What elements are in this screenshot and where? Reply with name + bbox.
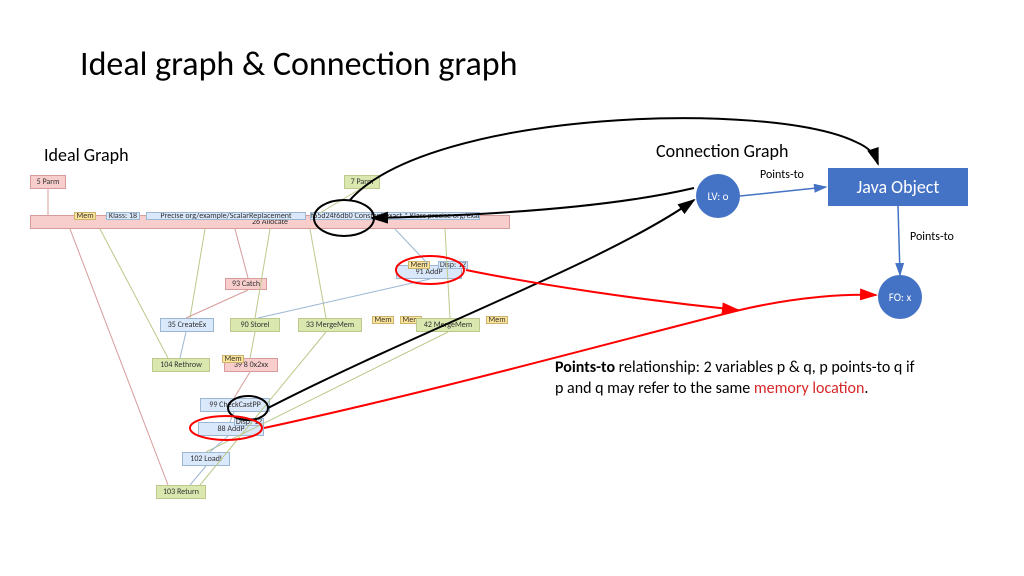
java-object-node: Java Object xyxy=(828,168,968,206)
ig-node-16: 42 MergeMem xyxy=(416,318,480,332)
ideal-graph-label: Ideal Graph xyxy=(44,144,129,166)
connection-graph-label: Connection Graph xyxy=(656,140,788,162)
fo-node: FO: x xyxy=(878,275,922,319)
ig-node-1: 7 Parm xyxy=(344,175,380,189)
ig-node-13: 33 MergeMem xyxy=(298,318,362,332)
points-to-label-2: Points-to xyxy=(910,230,954,244)
ig-node-12: 90 Storel xyxy=(230,318,280,332)
ig-node-9: Mem xyxy=(408,261,430,269)
ig-node-3: Mem xyxy=(74,212,96,220)
ig-node-25: 103 Return xyxy=(156,485,206,499)
ig-node-17: Mem xyxy=(486,316,508,324)
ig-node-23: Disp: 12 xyxy=(234,418,264,426)
points-to-label-1: Points-to xyxy=(760,168,804,182)
ig-node-0: 5 Parm xyxy=(30,175,66,189)
ig-node-11: 35 CreateEx xyxy=(160,318,214,332)
desc-bold: Points-to xyxy=(555,358,615,377)
ig-node-21: 99 CheckCastPP xyxy=(200,398,270,412)
desc-red: memory location xyxy=(754,379,865,398)
ig-node-5: Precise org/example/ScalarReplacement xyxy=(146,212,306,220)
desc-period: . xyxy=(864,379,868,398)
ig-node-10: Disp: 12 xyxy=(438,261,468,269)
ig-node-18: 104 Rethrow xyxy=(152,358,210,372)
ig-node-7: 93 Catch xyxy=(225,278,267,290)
ig-node-24: 102 Loadl xyxy=(182,452,230,466)
lv-node: LV: o xyxy=(696,174,740,218)
diagram-overlay xyxy=(0,0,1024,576)
ig-node-20: Mem xyxy=(222,355,244,363)
ig-node-14: Mem xyxy=(372,316,394,324)
ig-node-4: Klass: 18 xyxy=(106,212,140,220)
slide-title: Ideal graph & Connection graph xyxy=(80,44,518,85)
ig-node-6: AllObjectL 0x00007f65d24f6db0 Constant e… xyxy=(310,212,480,220)
points-to-description: Points-to relationship: 2 variables p & … xyxy=(555,358,915,400)
